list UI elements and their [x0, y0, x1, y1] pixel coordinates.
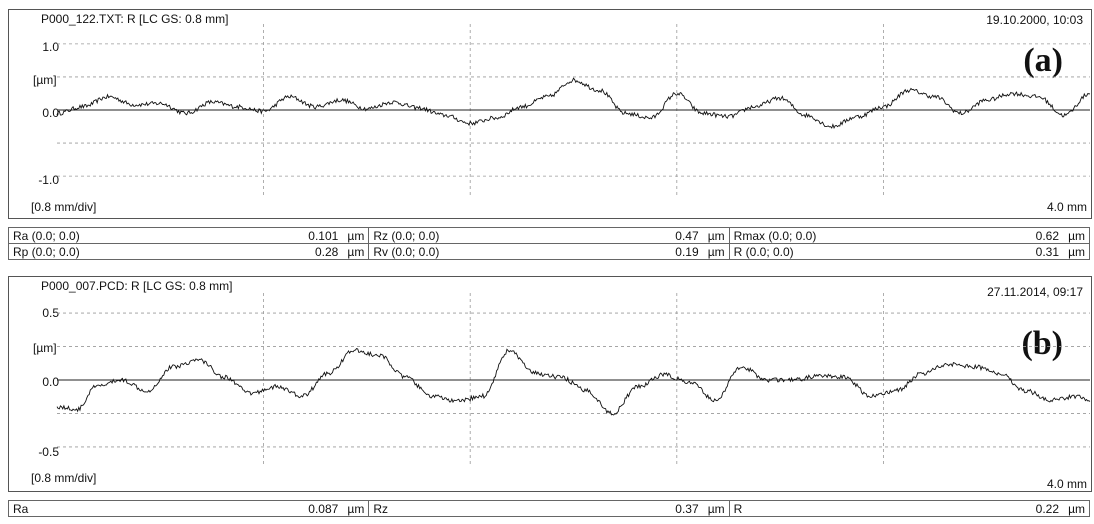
- param-cell: Rp (0.0; 0.0) 0.28 µm: [7, 243, 370, 260]
- chart-a-ytick-0: 1.0: [42, 40, 59, 54]
- chart-a-plot: [56, 24, 1091, 196]
- param-label: Ra (0.0; 0.0): [13, 228, 80, 243]
- params-table-a: Ra (0.0; 0.0) 0.101 µm Rz (0.0; 0.0) 0.47 µm…: [7, 227, 1091, 260]
- param-cell: Rz 0.37 µm: [368, 500, 730, 517]
- chart-a-title: P000_122.TXT: R [LC GS: 0.8 mm]: [41, 12, 229, 26]
- params-a-row-2: Rp (0.0; 0.0) 0.28 µm Rv (0.0; 0.0) 0.19 µm …: [7, 243, 1091, 260]
- param-label: R: [733, 501, 743, 516]
- params-table-b: Ra 0.087 µm Rz 0.37 µm R 0.22 µm: [7, 500, 1091, 517]
- param-cell: Rv (0.0; 0.0) 0.19 µm: [368, 243, 730, 260]
- param-cell: Ra (0.0; 0.0) 0.101 µm: [7, 227, 370, 244]
- param-cell: R (0.0; 0.0) 0.31 µm: [728, 243, 1091, 260]
- param-unit: µm: [707, 501, 725, 516]
- param-unit: µm: [347, 244, 365, 259]
- param-value: 0.22: [1035, 501, 1059, 516]
- param-value: 0.087: [308, 501, 339, 516]
- param-label: Rz (0.0; 0.0): [373, 228, 440, 243]
- chart-b-title: P000_007.PCD: R [LC GS: 0.8 mm]: [41, 279, 233, 293]
- param-unit: µm: [707, 244, 725, 259]
- chart-a-length: 4.0 mm: [1046, 200, 1087, 214]
- chart-b-length: 4.0 mm: [1046, 477, 1087, 491]
- chart-panel-b: P000_007.PCD: R [LC GS: 0.8 mm] 27.11.20…: [8, 276, 1092, 492]
- param-value: 0.101: [308, 228, 339, 243]
- param-value: 0.47: [675, 228, 699, 243]
- chart-b-ytick-2: -0.5: [38, 445, 59, 459]
- chart-b-date: 27.11.2014, 09:17: [987, 285, 1083, 299]
- param-value: 0.19: [675, 244, 699, 259]
- param-cell: R 0.22 µm: [728, 500, 1091, 517]
- params-a-row-1: Ra (0.0; 0.0) 0.101 µm Rz (0.0; 0.0) 0.47 µm…: [7, 227, 1091, 244]
- chart-a-ylabel: [µm]: [33, 73, 57, 87]
- param-value: 0.31: [1035, 244, 1059, 259]
- chart-a-date: 19.10.2000, 10:03: [986, 13, 1083, 27]
- param-unit: µm: [347, 501, 365, 516]
- param-value: 0.62: [1035, 228, 1059, 243]
- param-label: Ra: [13, 501, 29, 516]
- chart-b-plot: [56, 293, 1091, 467]
- param-label: Rv (0.0; 0.0): [373, 244, 440, 259]
- param-unit: µm: [1068, 501, 1085, 516]
- param-cell: Rz (0.0; 0.0) 0.47 µm: [368, 227, 730, 244]
- param-unit: µm: [1068, 228, 1085, 243]
- param-unit: µm: [707, 228, 725, 243]
- param-cell: Rmax (0.0; 0.0) 0.62 µm: [728, 227, 1091, 244]
- param-label: Rz: [373, 501, 388, 516]
- chart-b-ytick-1: 0.0: [42, 375, 59, 389]
- chart-b-tag: (b): [1021, 325, 1063, 362]
- chart-a-ytick-2: -1.0: [38, 173, 59, 187]
- param-label: R (0.0; 0.0): [733, 244, 794, 259]
- param-cell: Ra 0.087 µm: [7, 500, 370, 517]
- profile-line: [56, 77, 1091, 130]
- chart-a-xscale: [0.8 mm/div]: [31, 200, 97, 214]
- param-value: 0.28: [314, 244, 339, 259]
- chart-b-ylabel: [µm]: [33, 341, 57, 355]
- param-label: Rmax (0.0; 0.0): [733, 228, 817, 243]
- param-unit: µm: [347, 228, 365, 243]
- profile-line: [56, 348, 1091, 416]
- chart-b-ytick-0: 0.5: [42, 306, 59, 320]
- param-label: Rp (0.0; 0.0): [13, 244, 80, 259]
- chart-a-ytick-1: 0.0: [42, 106, 59, 120]
- param-unit: µm: [1068, 244, 1085, 259]
- param-value: 0.37: [675, 501, 699, 516]
- chart-a-tag: (a): [1023, 42, 1063, 79]
- chart-b-xscale: [0.8 mm/div]: [31, 471, 97, 485]
- params-b-row-1: Ra 0.087 µm Rz 0.37 µm R 0.22 µm: [7, 500, 1091, 517]
